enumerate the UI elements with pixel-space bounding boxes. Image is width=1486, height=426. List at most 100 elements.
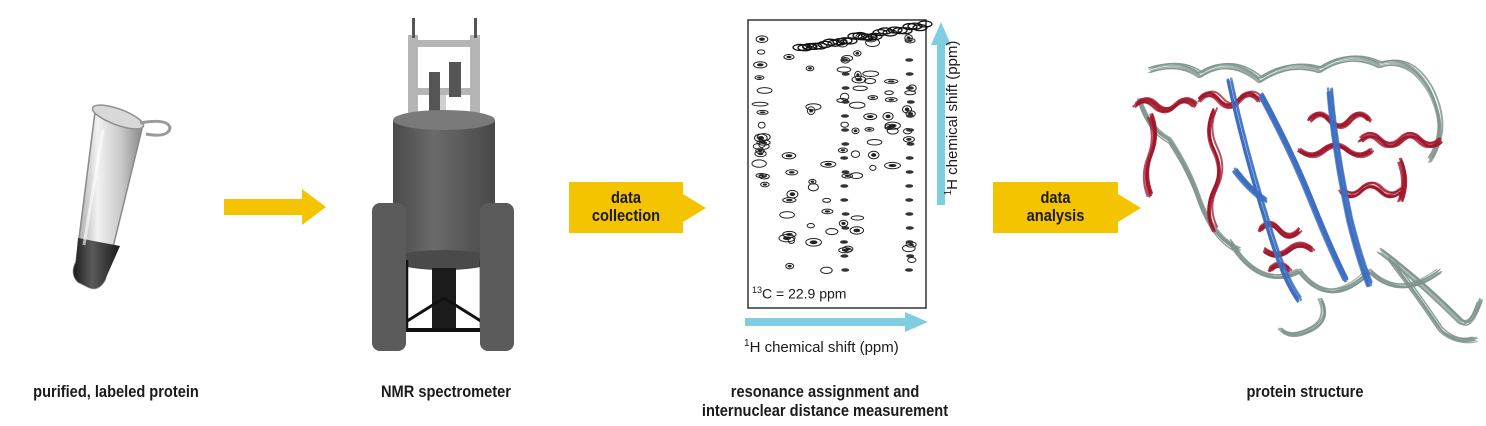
spectrum-diagonal-peak [817,40,833,49]
spectrum-diagonal-peak [877,27,893,35]
spectrum-diagonal-peak [917,20,933,28]
spectrum-peak [863,113,878,121]
caption-sample: purified, labeled protein [33,382,199,401]
spectrum-diagonal-peak [907,22,923,30]
spectrum-peak [785,169,799,176]
sample-tube-icon [72,104,172,290]
spectrum-stripe-peak [905,58,914,62]
x-axis-arrow [745,312,928,332]
helix-strand [1337,184,1400,197]
beta-strand [1226,78,1299,300]
coil-strand [1149,60,1441,163]
spectrum-stripe-peak [841,100,850,104]
spectrum-diagonal-peak [837,37,853,45]
coil-strand [1227,241,1439,293]
coil-strand [1281,298,1326,335]
spectrum-peak [756,87,773,94]
spectrum-peak [751,101,769,107]
coil-strand [1381,252,1482,326]
spectrum-peak [904,90,917,96]
spectrum-stripe-peak [905,170,914,174]
spectrum-peak [808,178,817,185]
spectrum-peak [849,226,865,235]
spectrum-stripe-peak [905,72,914,76]
spectrum-peak [753,61,768,69]
caption-spectrometer: NMR spectrometer [381,382,511,401]
spectrum-diagonal-peak [812,42,828,50]
spectrum-peak [755,35,769,44]
spectrum-peak [886,127,899,135]
beta-strand [1257,94,1345,282]
spectrum-peak [904,37,916,44]
spectrum-peak [783,53,795,60]
spectrum-peak [785,262,795,270]
spectrum-stripe-peak [905,184,914,188]
y-axis-text: H chemical shift (ppm) [944,40,961,190]
data-collection-label: data collection [577,189,675,225]
spectrum-peak [869,164,877,171]
coil-strand [1150,58,1441,162]
spectrum-peak [755,173,767,179]
beta-strand [1329,88,1373,285]
helix-strand [1197,92,1260,230]
spectrum-peak [806,223,815,229]
spectrum-peak [851,127,860,135]
caption-analysis-line2: internuclear distance measurement [701,401,949,420]
spectrum-stripe-peak [841,226,850,230]
coil-strand [1281,299,1326,336]
spectrum-peak [884,90,894,96]
spectrum-stripe-peak [906,114,915,118]
spectrum-peak [779,211,795,219]
spectrum-stripe-peak [905,86,914,90]
spectrum-peak [837,147,848,154]
helix-strand [1340,181,1402,194]
spectrum-peak [849,172,864,180]
coil-strand [1150,60,1442,163]
spectrum-peak [867,95,879,101]
spectrum-peak [853,50,862,57]
spectrum-peak [841,173,854,179]
carbon-plane-sup: 13 [752,285,763,295]
spectrum-peak [752,142,770,151]
spectrum-stripe-peak [905,268,914,272]
data-analysis-label: data analysis [1002,189,1110,225]
coil-strand [1140,97,1241,249]
spectrum-stripe-peak [841,268,850,272]
protein-structure-ensemble [1132,55,1484,344]
spectrum-peak [820,266,833,275]
spectrum-peak [851,75,867,84]
spectrum-stripe-peak [906,254,915,258]
beta-strand [1229,77,1302,299]
spectrum-stripe-peak [840,156,849,160]
y-axis-sup: 1 [943,189,954,196]
spectrum-stripe-peak [905,212,914,216]
data-analysis-arrow [993,182,1141,233]
spectrum-peak [852,85,868,91]
spectrum-diagonal-peak [872,29,888,37]
data-collection-arrow [569,182,706,233]
coil-strand [1388,260,1474,343]
nmr-spectrometer-icon [372,18,514,351]
spectrum-peak [805,103,822,111]
data-collection-line1: data [610,188,642,207]
spectrum-peak [778,234,796,243]
spectrum-peak [848,101,866,109]
helix-strand [1197,91,1260,229]
coil-strand [1379,248,1481,323]
helix-strand [1339,186,1401,199]
spectrum-stripe-peak [841,72,850,76]
spectrum-peak [867,150,880,160]
spectrum-peak [781,152,797,160]
spectrum-peak [838,247,852,254]
spectrum-peak [756,109,769,115]
spectrum-stripe-peak [840,114,849,118]
spectrum-stripe-peak [905,198,914,202]
spectrum-stripe-peak [906,100,915,104]
spectrum-peak [760,181,770,188]
x-axis-label: 1H chemical shift (ppm) [744,338,899,356]
x-axis-text: H chemical shift (ppm) [749,339,899,356]
spectrum-peak [758,140,766,149]
spectrum-stripe-peak [840,240,849,244]
spectrum-stripe-peak [841,170,850,174]
spectrum-peak [786,189,799,199]
